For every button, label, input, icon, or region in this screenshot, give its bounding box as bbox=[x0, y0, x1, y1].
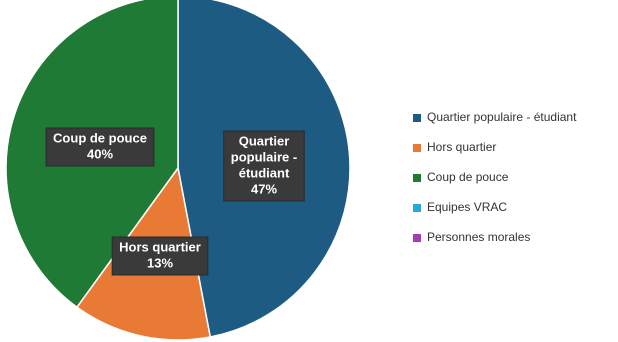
legend-label: Hors quartier bbox=[427, 140, 496, 154]
legend-item-hors-quartier: Hors quartier bbox=[413, 140, 496, 154]
legend-swatch bbox=[413, 114, 421, 122]
slice-value-label: 40% bbox=[87, 146, 113, 161]
slice-category-label: Quartier bbox=[239, 133, 290, 148]
legend: Quartier populaire - étudiant Hors quarti… bbox=[413, 110, 577, 244]
legend-item-quartier-populaire-etudiant: Quartier populaire - étudiant bbox=[413, 110, 577, 124]
legend-label: Quartier populaire - étudiant bbox=[427, 110, 577, 124]
slice-label-box bbox=[111, 236, 209, 276]
slice-category-label: étudiant bbox=[239, 165, 290, 180]
slice-label-box bbox=[223, 130, 305, 202]
legend-swatch bbox=[413, 204, 421, 212]
legend-label: Equipes VRAC bbox=[427, 200, 507, 214]
slice-value-label: 47% bbox=[251, 181, 277, 196]
legend-label: Personnes morales bbox=[427, 230, 530, 244]
slice-category-label: Coup de pouce bbox=[53, 130, 147, 145]
slice-category-label: Hors quartier bbox=[119, 239, 201, 254]
legend-item-coup-de-pouce: Coup de pouce bbox=[413, 170, 509, 184]
legend-swatch bbox=[413, 174, 421, 182]
legend-swatch bbox=[413, 144, 421, 152]
legend-item-equipes-vrac: Equipes VRAC bbox=[413, 200, 507, 214]
legend-swatch bbox=[413, 234, 421, 242]
legend-label: Coup de pouce bbox=[427, 170, 509, 184]
slice-label-box bbox=[45, 127, 155, 167]
slice-value-label: 13% bbox=[147, 255, 173, 270]
slice-category-label: populaire - bbox=[231, 149, 297, 164]
legend-item-personnes-morales: Personnes morales bbox=[413, 230, 530, 244]
